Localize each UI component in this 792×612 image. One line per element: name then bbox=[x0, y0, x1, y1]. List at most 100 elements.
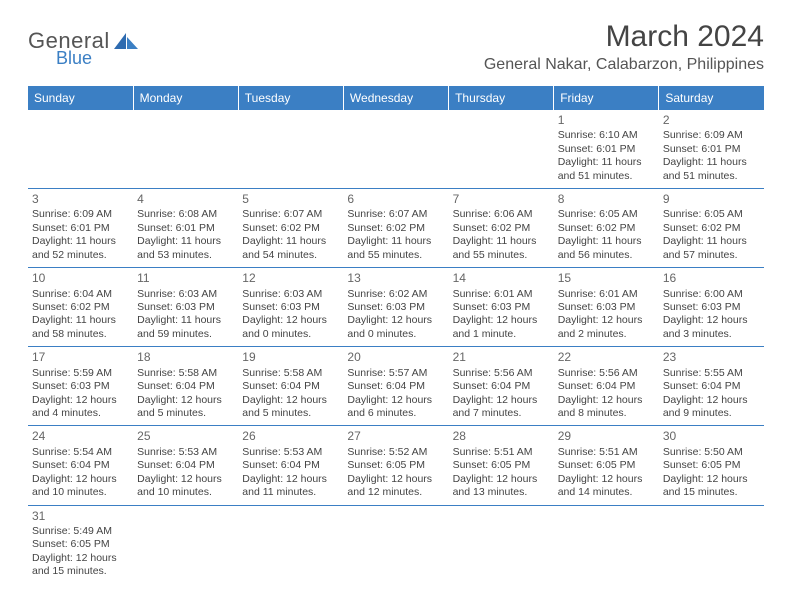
cell-line: Sunrise: 6:03 AM bbox=[137, 288, 234, 301]
cell-line: Sunset: 6:05 PM bbox=[32, 538, 129, 551]
calendar-cell: 8Sunrise: 6:05 AMSunset: 6:02 PMDaylight… bbox=[554, 189, 659, 268]
calendar-cell: 20Sunrise: 5:57 AMSunset: 6:04 PMDayligh… bbox=[343, 347, 448, 426]
cell-line: Sunrise: 5:52 AM bbox=[347, 446, 444, 459]
day-number: 9 bbox=[663, 192, 760, 207]
calendar-cell bbox=[449, 505, 554, 584]
cell-line: and 8 minutes. bbox=[558, 407, 655, 420]
cell-line: Sunset: 6:02 PM bbox=[32, 301, 129, 314]
cell-line: Daylight: 12 hours bbox=[137, 394, 234, 407]
day-number: 2 bbox=[663, 113, 760, 128]
calendar-cell: 19Sunrise: 5:58 AMSunset: 6:04 PMDayligh… bbox=[238, 347, 343, 426]
day-number: 26 bbox=[242, 429, 339, 444]
calendar-cell: 10Sunrise: 6:04 AMSunset: 6:02 PMDayligh… bbox=[28, 268, 133, 347]
cell-line: Sunset: 6:03 PM bbox=[663, 301, 760, 314]
calendar-cell: 12Sunrise: 6:03 AMSunset: 6:03 PMDayligh… bbox=[238, 268, 343, 347]
day-number: 14 bbox=[453, 271, 550, 286]
day-number: 28 bbox=[453, 429, 550, 444]
day-number: 8 bbox=[558, 192, 655, 207]
cell-line: Sunrise: 5:55 AM bbox=[663, 367, 760, 380]
day-number: 7 bbox=[453, 192, 550, 207]
cell-line: and 57 minutes. bbox=[663, 249, 760, 262]
logo-sail-icon bbox=[112, 31, 140, 51]
calendar-cell bbox=[238, 110, 343, 189]
title-block: March 2024 General Nakar, Calabarzon, Ph… bbox=[484, 20, 764, 84]
calendar-cell bbox=[133, 505, 238, 584]
calendar-cell: 23Sunrise: 5:55 AMSunset: 6:04 PMDayligh… bbox=[659, 347, 764, 426]
cell-line: Daylight: 11 hours bbox=[453, 235, 550, 248]
cell-line: Daylight: 12 hours bbox=[242, 473, 339, 486]
day-number: 18 bbox=[137, 350, 234, 365]
day-number: 5 bbox=[242, 192, 339, 207]
calendar-week-row: 24Sunrise: 5:54 AMSunset: 6:04 PMDayligh… bbox=[28, 426, 764, 505]
cell-line: Sunset: 6:02 PM bbox=[558, 222, 655, 235]
calendar-cell bbox=[343, 110, 448, 189]
day-header: Saturday bbox=[659, 86, 764, 110]
day-number: 10 bbox=[32, 271, 129, 286]
cell-line: Sunrise: 5:49 AM bbox=[32, 525, 129, 538]
cell-line: Daylight: 11 hours bbox=[663, 156, 760, 169]
cell-line: Sunset: 6:04 PM bbox=[242, 459, 339, 472]
day-number: 29 bbox=[558, 429, 655, 444]
cell-line: and 4 minutes. bbox=[32, 407, 129, 420]
calendar-cell: 30Sunrise: 5:50 AMSunset: 6:05 PMDayligh… bbox=[659, 426, 764, 505]
calendar-cell: 27Sunrise: 5:52 AMSunset: 6:05 PMDayligh… bbox=[343, 426, 448, 505]
calendar-cell: 31Sunrise: 5:49 AMSunset: 6:05 PMDayligh… bbox=[28, 505, 133, 584]
day-header: Tuesday bbox=[238, 86, 343, 110]
day-number: 30 bbox=[663, 429, 760, 444]
calendar-cell: 5Sunrise: 6:07 AMSunset: 6:02 PMDaylight… bbox=[238, 189, 343, 268]
cell-line: Sunset: 6:04 PM bbox=[137, 380, 234, 393]
cell-line: and 11 minutes. bbox=[242, 486, 339, 499]
day-number: 6 bbox=[347, 192, 444, 207]
cell-line: Daylight: 11 hours bbox=[663, 235, 760, 248]
cell-line: Sunrise: 5:53 AM bbox=[242, 446, 339, 459]
calendar-cell: 3Sunrise: 6:09 AMSunset: 6:01 PMDaylight… bbox=[28, 189, 133, 268]
calendar-week-row: 10Sunrise: 6:04 AMSunset: 6:02 PMDayligh… bbox=[28, 268, 764, 347]
cell-line: Daylight: 12 hours bbox=[242, 394, 339, 407]
cell-line: Sunrise: 5:51 AM bbox=[558, 446, 655, 459]
cell-line: Sunset: 6:05 PM bbox=[663, 459, 760, 472]
cell-line: and 0 minutes. bbox=[242, 328, 339, 341]
cell-line: Sunrise: 5:51 AM bbox=[453, 446, 550, 459]
calendar-cell bbox=[343, 505, 448, 584]
cell-line: and 0 minutes. bbox=[347, 328, 444, 341]
cell-line: Sunrise: 6:00 AM bbox=[663, 288, 760, 301]
calendar-cell: 14Sunrise: 6:01 AMSunset: 6:03 PMDayligh… bbox=[449, 268, 554, 347]
calendar-week-row: 3Sunrise: 6:09 AMSunset: 6:01 PMDaylight… bbox=[28, 189, 764, 268]
cell-line: Daylight: 12 hours bbox=[347, 394, 444, 407]
cell-line: Sunset: 6:05 PM bbox=[453, 459, 550, 472]
cell-line: Sunrise: 5:56 AM bbox=[453, 367, 550, 380]
day-number: 4 bbox=[137, 192, 234, 207]
cell-line: Sunset: 6:03 PM bbox=[558, 301, 655, 314]
cell-line: Sunrise: 6:07 AM bbox=[242, 208, 339, 221]
cell-line: Sunrise: 6:01 AM bbox=[453, 288, 550, 301]
cell-line: Sunset: 6:03 PM bbox=[242, 301, 339, 314]
cell-line: Daylight: 12 hours bbox=[663, 394, 760, 407]
day-header: Sunday bbox=[28, 86, 133, 110]
calendar-week-row: 1Sunrise: 6:10 AMSunset: 6:01 PMDaylight… bbox=[28, 110, 764, 189]
cell-line: Sunrise: 6:08 AM bbox=[137, 208, 234, 221]
day-number: 15 bbox=[558, 271, 655, 286]
calendar-cell: 9Sunrise: 6:05 AMSunset: 6:02 PMDaylight… bbox=[659, 189, 764, 268]
calendar-cell bbox=[449, 110, 554, 189]
cell-line: Sunrise: 5:57 AM bbox=[347, 367, 444, 380]
cell-line: Daylight: 11 hours bbox=[137, 235, 234, 248]
cell-line: Daylight: 11 hours bbox=[32, 235, 129, 248]
calendar-cell bbox=[133, 110, 238, 189]
day-number: 23 bbox=[663, 350, 760, 365]
day-number: 31 bbox=[32, 509, 129, 524]
cell-line: and 12 minutes. bbox=[347, 486, 444, 499]
cell-line: Daylight: 11 hours bbox=[137, 314, 234, 327]
cell-line: Daylight: 12 hours bbox=[32, 473, 129, 486]
cell-line: Daylight: 12 hours bbox=[453, 394, 550, 407]
calendar-cell bbox=[238, 505, 343, 584]
calendar-cell bbox=[28, 110, 133, 189]
day-number: 3 bbox=[32, 192, 129, 207]
cell-line: Sunrise: 5:56 AM bbox=[558, 367, 655, 380]
cell-line: and 54 minutes. bbox=[242, 249, 339, 262]
cell-line: and 10 minutes. bbox=[32, 486, 129, 499]
cell-line: Sunrise: 5:50 AM bbox=[663, 446, 760, 459]
cell-line: Sunrise: 6:07 AM bbox=[347, 208, 444, 221]
day-header: Wednesday bbox=[343, 86, 448, 110]
cell-line: Sunset: 6:01 PM bbox=[558, 143, 655, 156]
cell-line: Sunset: 6:02 PM bbox=[663, 222, 760, 235]
